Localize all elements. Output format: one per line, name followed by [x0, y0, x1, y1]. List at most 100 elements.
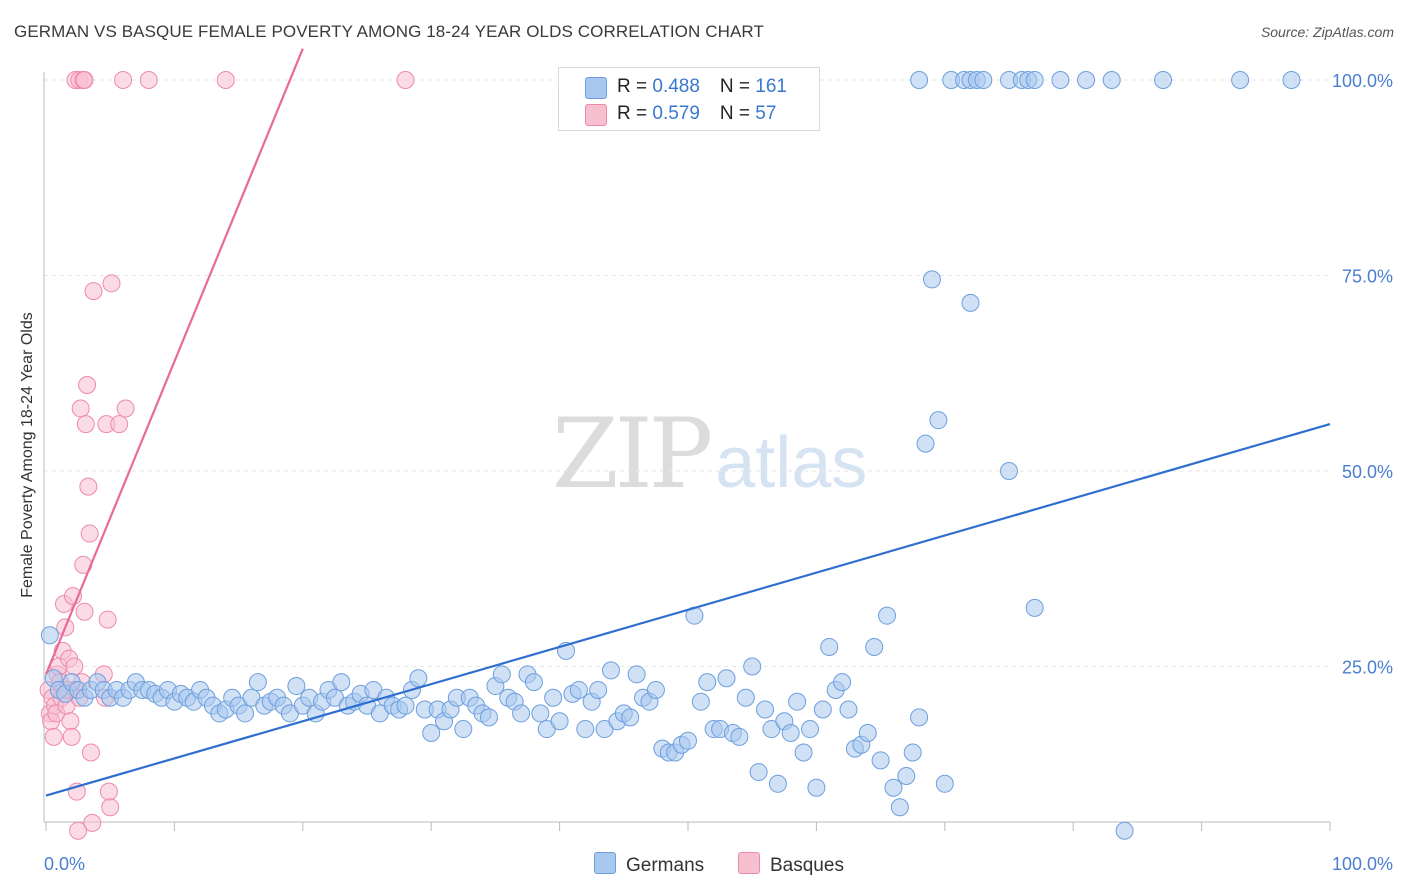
y-tick-label: 75.0% [1342, 267, 1393, 287]
data-point [813, 700, 832, 719]
data-point [69, 821, 88, 840]
data-point [114, 71, 133, 89]
data-point [858, 723, 877, 742]
data-point [139, 71, 158, 89]
data-point [83, 813, 102, 832]
data-point [1000, 462, 1018, 480]
data-point [75, 602, 94, 621]
watermark: ZIPatlas [552, 398, 867, 510]
data-point [396, 71, 415, 89]
data-point [332, 673, 351, 692]
data-point [99, 782, 118, 801]
data-point [756, 700, 775, 719]
data-point [910, 708, 929, 727]
data-point [903, 743, 922, 762]
data-point [833, 673, 852, 692]
data-point [1115, 821, 1134, 840]
basques-trend-line [44, 48, 304, 675]
data-point [1102, 71, 1121, 89]
data-point [40, 626, 59, 645]
grid-lines [44, 79, 1330, 667]
data-point [768, 774, 787, 793]
data-point [589, 680, 608, 699]
data-point [743, 657, 762, 676]
data-point [935, 774, 954, 793]
data-point [890, 798, 909, 817]
tick-labels: 25.0% 50.0% 75.0% 100.0% 0.0% 100.0% [44, 71, 1393, 874]
data-point [1154, 71, 1173, 89]
data-point [44, 727, 63, 746]
y-tick-label: 50.0% [1342, 462, 1393, 482]
data-point [80, 524, 99, 543]
data-point [646, 680, 665, 699]
r-label: R = [617, 103, 653, 124]
data-point [569, 680, 588, 699]
data-point [974, 71, 993, 89]
data-point [1025, 71, 1044, 89]
data-point [576, 720, 595, 739]
data-point [1231, 71, 1250, 89]
data-point [929, 411, 948, 430]
x-tick-label: 0.0% [44, 854, 85, 874]
data-point [78, 375, 97, 394]
data-point [800, 720, 819, 739]
data-point [794, 743, 813, 762]
basques-points [39, 71, 415, 840]
bottom-legend-basques: Basques [738, 852, 844, 877]
n-value: 57 [755, 103, 777, 124]
data-point [76, 415, 95, 434]
basques-swatch [585, 104, 607, 126]
data-point [627, 665, 646, 684]
data-point [916, 434, 935, 453]
data-point [621, 708, 640, 727]
data-point [736, 688, 755, 707]
data-point [110, 415, 129, 434]
data-point [236, 704, 255, 723]
data-point [601, 661, 620, 680]
data-point [409, 669, 428, 688]
data-point [871, 751, 890, 770]
correlation-legend: R = 0.488 N = 161 R = 0.579 N = 57 [558, 67, 820, 131]
data-point [287, 677, 306, 696]
basques-swatch [738, 852, 760, 874]
data-point [788, 692, 807, 711]
data-point [248, 673, 267, 692]
data-point [807, 778, 826, 797]
basques-label: Basques [770, 855, 844, 876]
data-point [717, 669, 736, 688]
data-point [492, 665, 511, 684]
data-point [878, 606, 897, 625]
germans-swatch [594, 852, 616, 874]
legend-text-germans: R = 0.488 N = 161 [617, 76, 787, 98]
data-point [922, 270, 941, 289]
data-point [749, 763, 768, 782]
data-point [216, 71, 235, 89]
legend-text-basques: R = 0.579 N = 57 [617, 103, 776, 125]
data-point [75, 71, 94, 89]
germans-trend-line [45, 423, 1331, 797]
data-point [865, 637, 884, 656]
data-point [79, 477, 98, 496]
data-point [102, 274, 121, 293]
data-point [897, 766, 916, 785]
data-point [550, 712, 569, 731]
data-point [730, 727, 749, 746]
data-point [84, 282, 103, 301]
data-point [62, 727, 81, 746]
data-point [544, 688, 563, 707]
source-label: Source: ZipAtlas.com [1260, 24, 1394, 40]
data-point [698, 673, 717, 692]
data-point [61, 712, 80, 731]
data-point [396, 696, 415, 715]
germans-label: Germans [626, 855, 705, 876]
data-point [512, 704, 531, 723]
data-point [71, 399, 90, 418]
data-point [98, 610, 117, 629]
data-point [910, 71, 929, 89]
data-point [679, 731, 697, 750]
bottom-legend-germans: Germans [594, 852, 704, 877]
r-value: 0.579 [652, 103, 700, 124]
chart-title: GERMAN VS BASQUE FEMALE POVERTY AMONG 18… [14, 22, 764, 41]
data-point [531, 704, 550, 723]
